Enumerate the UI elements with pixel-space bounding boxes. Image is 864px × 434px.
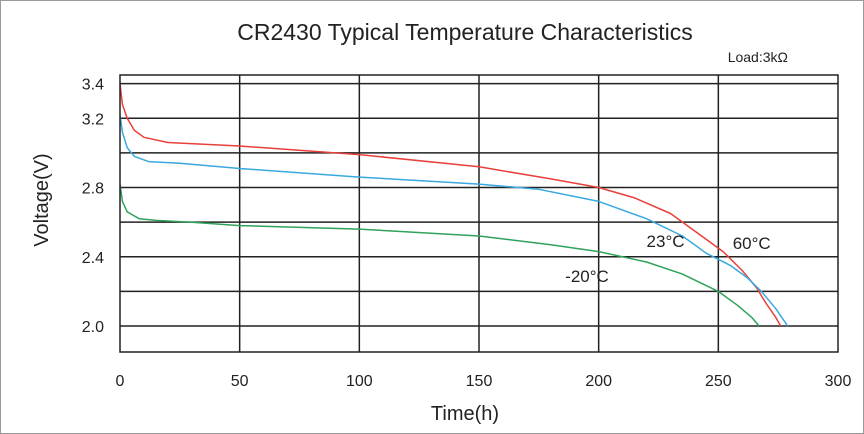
y-tick-label: 2.0 xyxy=(82,319,104,336)
x-tick-label: 250 xyxy=(705,373,732,390)
gridlines xyxy=(120,75,838,352)
x-tick-label: 50 xyxy=(231,373,249,390)
plot-area-frame xyxy=(119,74,839,353)
chart-subtitle: Load:3kΩ xyxy=(728,49,788,65)
x-tick-label: 150 xyxy=(466,373,493,390)
y-tick-label: 3.4 xyxy=(82,77,104,94)
series-annotation: 60°C xyxy=(733,234,771,253)
x-tick-label: 200 xyxy=(585,373,612,390)
y-tick-label: 3.2 xyxy=(82,111,104,128)
series-line xyxy=(119,183,760,327)
x-axis-ticks: 0 50 100 150 200 250 300 xyxy=(116,373,852,390)
y-tick-label: 2.4 xyxy=(82,250,104,267)
chart-title: CR2430 Typical Temperature Characteristi… xyxy=(237,19,693,45)
x-tick-label: 300 xyxy=(825,373,852,390)
series-annotation: 23°C xyxy=(647,232,685,251)
series-line xyxy=(119,114,789,327)
y-axis-label: Voltage(V) xyxy=(31,153,53,246)
x-axis-label: Time(h) xyxy=(431,403,499,425)
series-annotations: 23°C 60°C -20°C xyxy=(565,232,771,286)
y-tick-label: 2.8 xyxy=(82,181,104,198)
series-lines xyxy=(119,83,789,327)
x-tick-label: 0 xyxy=(116,373,125,390)
series-annotation: -20°C xyxy=(565,267,609,286)
y-axis-ticks: 2.0 2.4 2.8 3.2 3.4 xyxy=(82,77,104,336)
x-tick-label: 100 xyxy=(346,373,373,390)
